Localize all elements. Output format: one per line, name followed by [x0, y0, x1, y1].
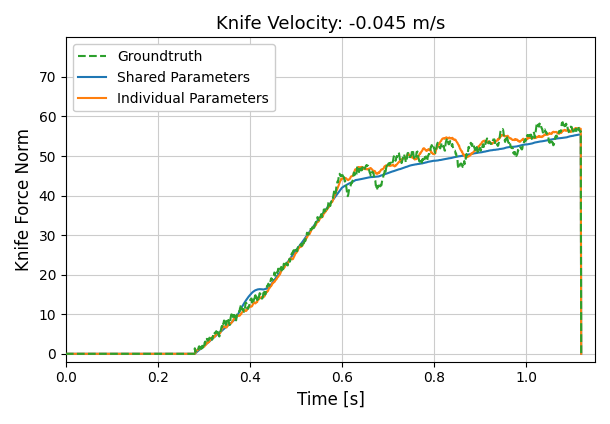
Groundtruth: [285, 257, 293, 262]
Groundtruth: [62, 351, 70, 356]
X-axis label: Time [s]: Time [s]: [296, 391, 364, 409]
Individual Parameters: [578, 351, 585, 356]
Individual Parameters: [344, 177, 351, 182]
Groundtruth: [333, 182, 340, 187]
Individual Parameters: [333, 188, 340, 193]
Individual Parameters: [149, 351, 156, 356]
Groundtruth: [344, 193, 351, 198]
Shared Parameters: [149, 351, 156, 356]
Shared Parameters: [578, 351, 585, 356]
Shared Parameters: [333, 192, 340, 198]
Individual Parameters: [236, 313, 243, 318]
Shared Parameters: [285, 257, 293, 262]
Shared Parameters: [344, 182, 351, 187]
Groundtruth: [131, 351, 138, 356]
Shared Parameters: [577, 132, 584, 137]
Shared Parameters: [62, 351, 70, 356]
Line: Groundtruth: Groundtruth: [66, 122, 581, 354]
Shared Parameters: [131, 351, 138, 356]
Legend: Groundtruth, Shared Parameters, Individual Parameters: Groundtruth, Shared Parameters, Individu…: [73, 44, 274, 111]
Individual Parameters: [131, 351, 138, 356]
Groundtruth: [559, 120, 566, 125]
Groundtruth: [149, 351, 156, 356]
Individual Parameters: [285, 257, 293, 262]
Line: Shared Parameters: Shared Parameters: [66, 134, 581, 354]
Groundtruth: [578, 351, 585, 356]
Shared Parameters: [236, 309, 243, 314]
Individual Parameters: [573, 126, 580, 131]
Title: Knife Velocity: -0.045 m/s: Knife Velocity: -0.045 m/s: [216, 15, 445, 33]
Y-axis label: Knife Force Norm: Knife Force Norm: [15, 128, 33, 271]
Groundtruth: [236, 310, 243, 315]
Line: Individual Parameters: Individual Parameters: [66, 128, 581, 354]
Individual Parameters: [62, 351, 70, 356]
